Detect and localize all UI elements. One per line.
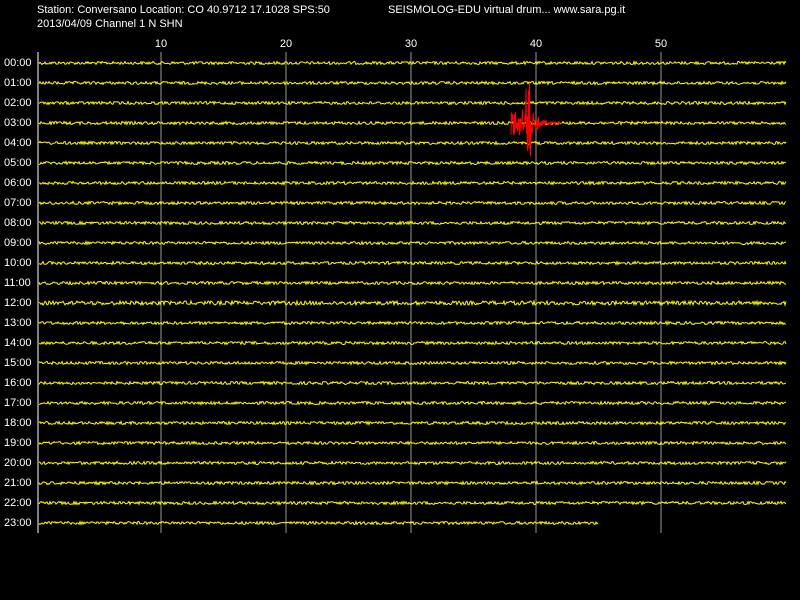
- trace: [38, 240, 787, 246]
- seismic-event: [510, 82, 563, 157]
- hour-label: 13:00: [4, 317, 32, 329]
- hour-label: 16:00: [4, 377, 32, 389]
- trace: [38, 440, 787, 446]
- hour-label: 19:00: [4, 437, 32, 449]
- trace: [38, 160, 787, 166]
- hour-label: 06:00: [4, 177, 32, 189]
- trace: [38, 260, 787, 266]
- minute-label: 10: [155, 38, 167, 50]
- station-info: Station: Conversano Location: CO 40.9712…: [37, 4, 330, 16]
- trace: [38, 140, 787, 146]
- trace: [38, 380, 787, 386]
- hour-label: 05:00: [4, 157, 32, 169]
- trace: [38, 59, 787, 66]
- hour-label: 17:00: [4, 397, 32, 409]
- hour-label: 18:00: [4, 417, 32, 429]
- hour-label: 08:00: [4, 217, 32, 229]
- hour-label: 15:00: [4, 357, 32, 369]
- trace: [38, 480, 787, 486]
- trace: [38, 360, 787, 366]
- trace: [38, 100, 787, 106]
- trace: [38, 180, 787, 186]
- hour-label: 00:00: [4, 57, 32, 69]
- minute-label: 50: [655, 38, 667, 50]
- date-channel: 2013/04/09 Channel 1 N SHN: [37, 18, 183, 30]
- hour-label: 04:00: [4, 137, 32, 149]
- hour-label: 20:00: [4, 457, 32, 469]
- trace: [38, 520, 599, 526]
- trace: [38, 120, 787, 126]
- trace: [38, 80, 787, 86]
- trace: [38, 340, 787, 346]
- trace: [38, 299, 787, 307]
- hour-label: 14:00: [4, 337, 32, 349]
- hour-label: 22:00: [4, 497, 32, 509]
- hour-label: 11:00: [4, 277, 31, 289]
- trace: [38, 220, 787, 226]
- hour-label: 02:00: [4, 97, 32, 109]
- hour-label: 23:00: [4, 517, 32, 529]
- hour-label: 09:00: [4, 237, 32, 249]
- hour-label: 10:00: [4, 257, 32, 269]
- hour-label: 07:00: [4, 197, 32, 209]
- minute-label: 40: [530, 38, 542, 50]
- hour-label: 12:00: [4, 297, 32, 309]
- trace: [38, 280, 787, 286]
- source-info: SEISMOLOG-EDU virtual drum... www.sara.p…: [388, 4, 625, 16]
- minute-label: 30: [405, 38, 417, 50]
- trace: [38, 500, 787, 506]
- hour-label: 21:00: [4, 477, 32, 489]
- trace: [38, 420, 786, 426]
- minute-label: 20: [280, 38, 292, 50]
- trace: [38, 320, 787, 327]
- trace: [38, 400, 787, 407]
- trace: [38, 200, 787, 206]
- hour-label: 03:00: [4, 117, 32, 129]
- trace: [38, 460, 787, 466]
- hour-label: 01:00: [4, 77, 32, 89]
